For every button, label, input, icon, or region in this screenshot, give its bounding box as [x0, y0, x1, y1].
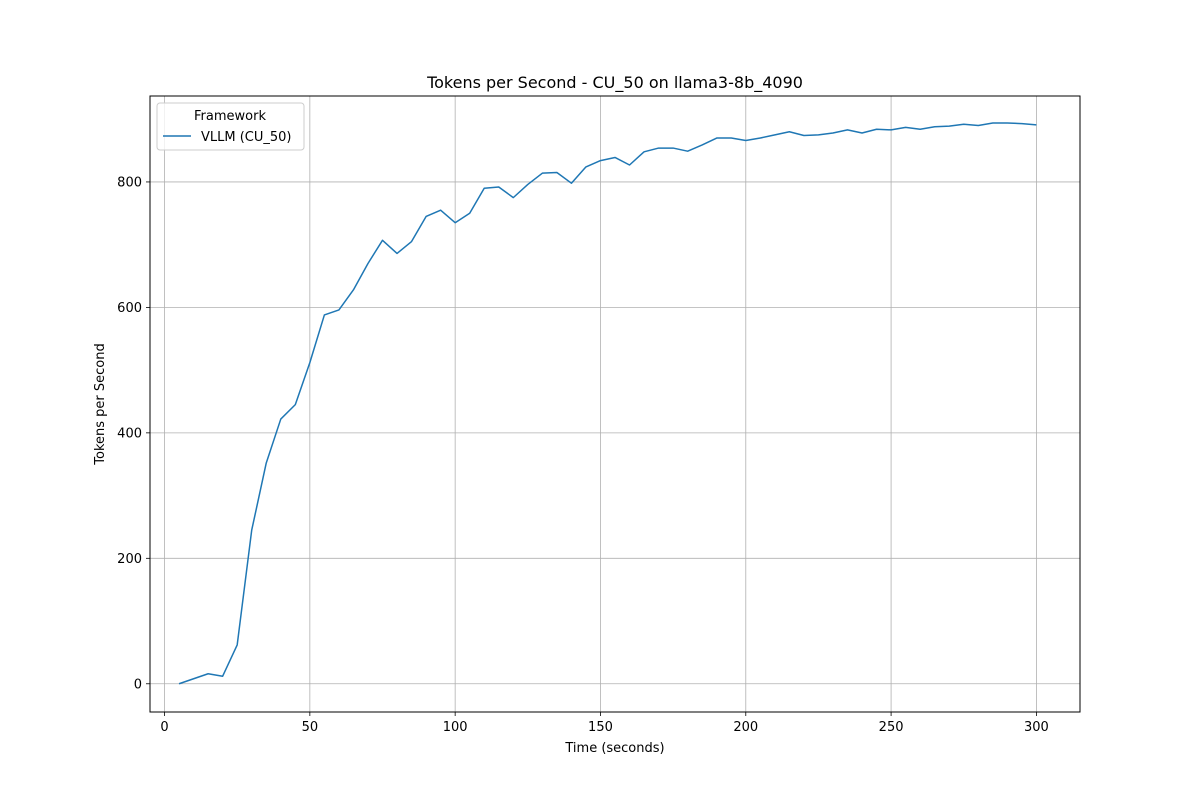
legend-title: Framework	[194, 109, 266, 124]
data-point	[221, 674, 225, 678]
x-tick-label: 50	[302, 720, 319, 735]
axis-ticks: 0 50 100 150 200 250 300 0 200 400 600 800	[117, 175, 1049, 735]
data-point	[991, 121, 995, 125]
data-point	[279, 417, 283, 421]
y-axis-title: Tokens per Second	[93, 343, 108, 465]
data-point	[642, 150, 646, 154]
data-point	[482, 186, 486, 190]
data-point	[497, 185, 501, 189]
x-tick-label: 100	[443, 720, 468, 735]
data-point	[904, 125, 908, 129]
data-point	[569, 181, 573, 185]
data-point	[918, 127, 922, 131]
legend-label: VLLM (CU_50)	[201, 130, 292, 145]
data-point	[1034, 123, 1038, 127]
x-tick-label: 250	[879, 720, 904, 735]
data-point	[744, 139, 748, 143]
series-layer	[177, 121, 1038, 686]
x-tick-label: 0	[160, 720, 168, 735]
data-point	[875, 127, 879, 131]
x-axis-title: Time (seconds)	[564, 741, 664, 756]
data-point	[933, 125, 937, 129]
data-point	[540, 171, 544, 175]
data-point	[846, 128, 850, 132]
data-point	[816, 133, 820, 137]
data-point	[758, 136, 762, 140]
data-point	[293, 403, 297, 407]
y-tick-label: 400	[117, 426, 142, 441]
data-point	[468, 211, 472, 215]
grid-lines	[150, 96, 1080, 712]
data-point	[715, 136, 719, 140]
data-point	[395, 251, 399, 255]
data-point	[976, 123, 980, 127]
y-tick-label: 200	[117, 552, 142, 567]
y-tick-label: 800	[117, 175, 142, 190]
x-tick-label: 150	[588, 720, 613, 735]
data-point	[264, 461, 268, 465]
data-point	[555, 171, 559, 175]
data-point	[671, 146, 675, 150]
data-point	[947, 124, 951, 128]
data-point	[410, 240, 414, 244]
data-point	[962, 122, 966, 126]
data-point	[322, 313, 326, 317]
data-point	[526, 182, 530, 186]
chart-title: Tokens per Second - CU_50 on llama3-8b_4…	[426, 73, 803, 93]
data-point	[657, 146, 661, 150]
data-point	[860, 131, 864, 135]
x-tick-label: 200	[733, 720, 758, 735]
data-point	[177, 682, 181, 686]
data-point	[802, 134, 806, 138]
data-point	[700, 143, 704, 147]
data-point	[250, 528, 254, 532]
data-point	[235, 643, 239, 647]
data-point	[381, 238, 385, 242]
data-point	[787, 130, 791, 134]
data-point	[613, 155, 617, 159]
data-point	[308, 361, 312, 365]
data-point	[366, 261, 370, 265]
plot-frame	[149, 95, 1081, 713]
data-point	[424, 214, 428, 218]
data-point	[598, 159, 602, 163]
data-point	[337, 308, 341, 312]
data-point	[729, 136, 733, 140]
data-point	[511, 196, 515, 200]
data-point	[584, 165, 588, 169]
series-line-0	[178, 122, 1037, 685]
data-point	[206, 672, 210, 676]
data-point	[351, 288, 355, 292]
data-point	[889, 128, 893, 132]
data-point	[453, 221, 457, 225]
y-tick-label: 600	[117, 301, 142, 316]
legend: Framework VLLM (CU_50)	[156, 102, 305, 151]
data-point	[686, 149, 690, 153]
data-point	[1020, 122, 1024, 126]
legend-box	[156, 102, 305, 151]
data-point	[1005, 121, 1009, 125]
x-tick-label: 300	[1024, 720, 1049, 735]
y-tick-label: 0	[134, 677, 142, 692]
data-point	[773, 133, 777, 137]
data-point	[628, 163, 632, 167]
data-point	[439, 208, 443, 212]
data-point	[192, 677, 196, 681]
data-point	[831, 131, 835, 135]
